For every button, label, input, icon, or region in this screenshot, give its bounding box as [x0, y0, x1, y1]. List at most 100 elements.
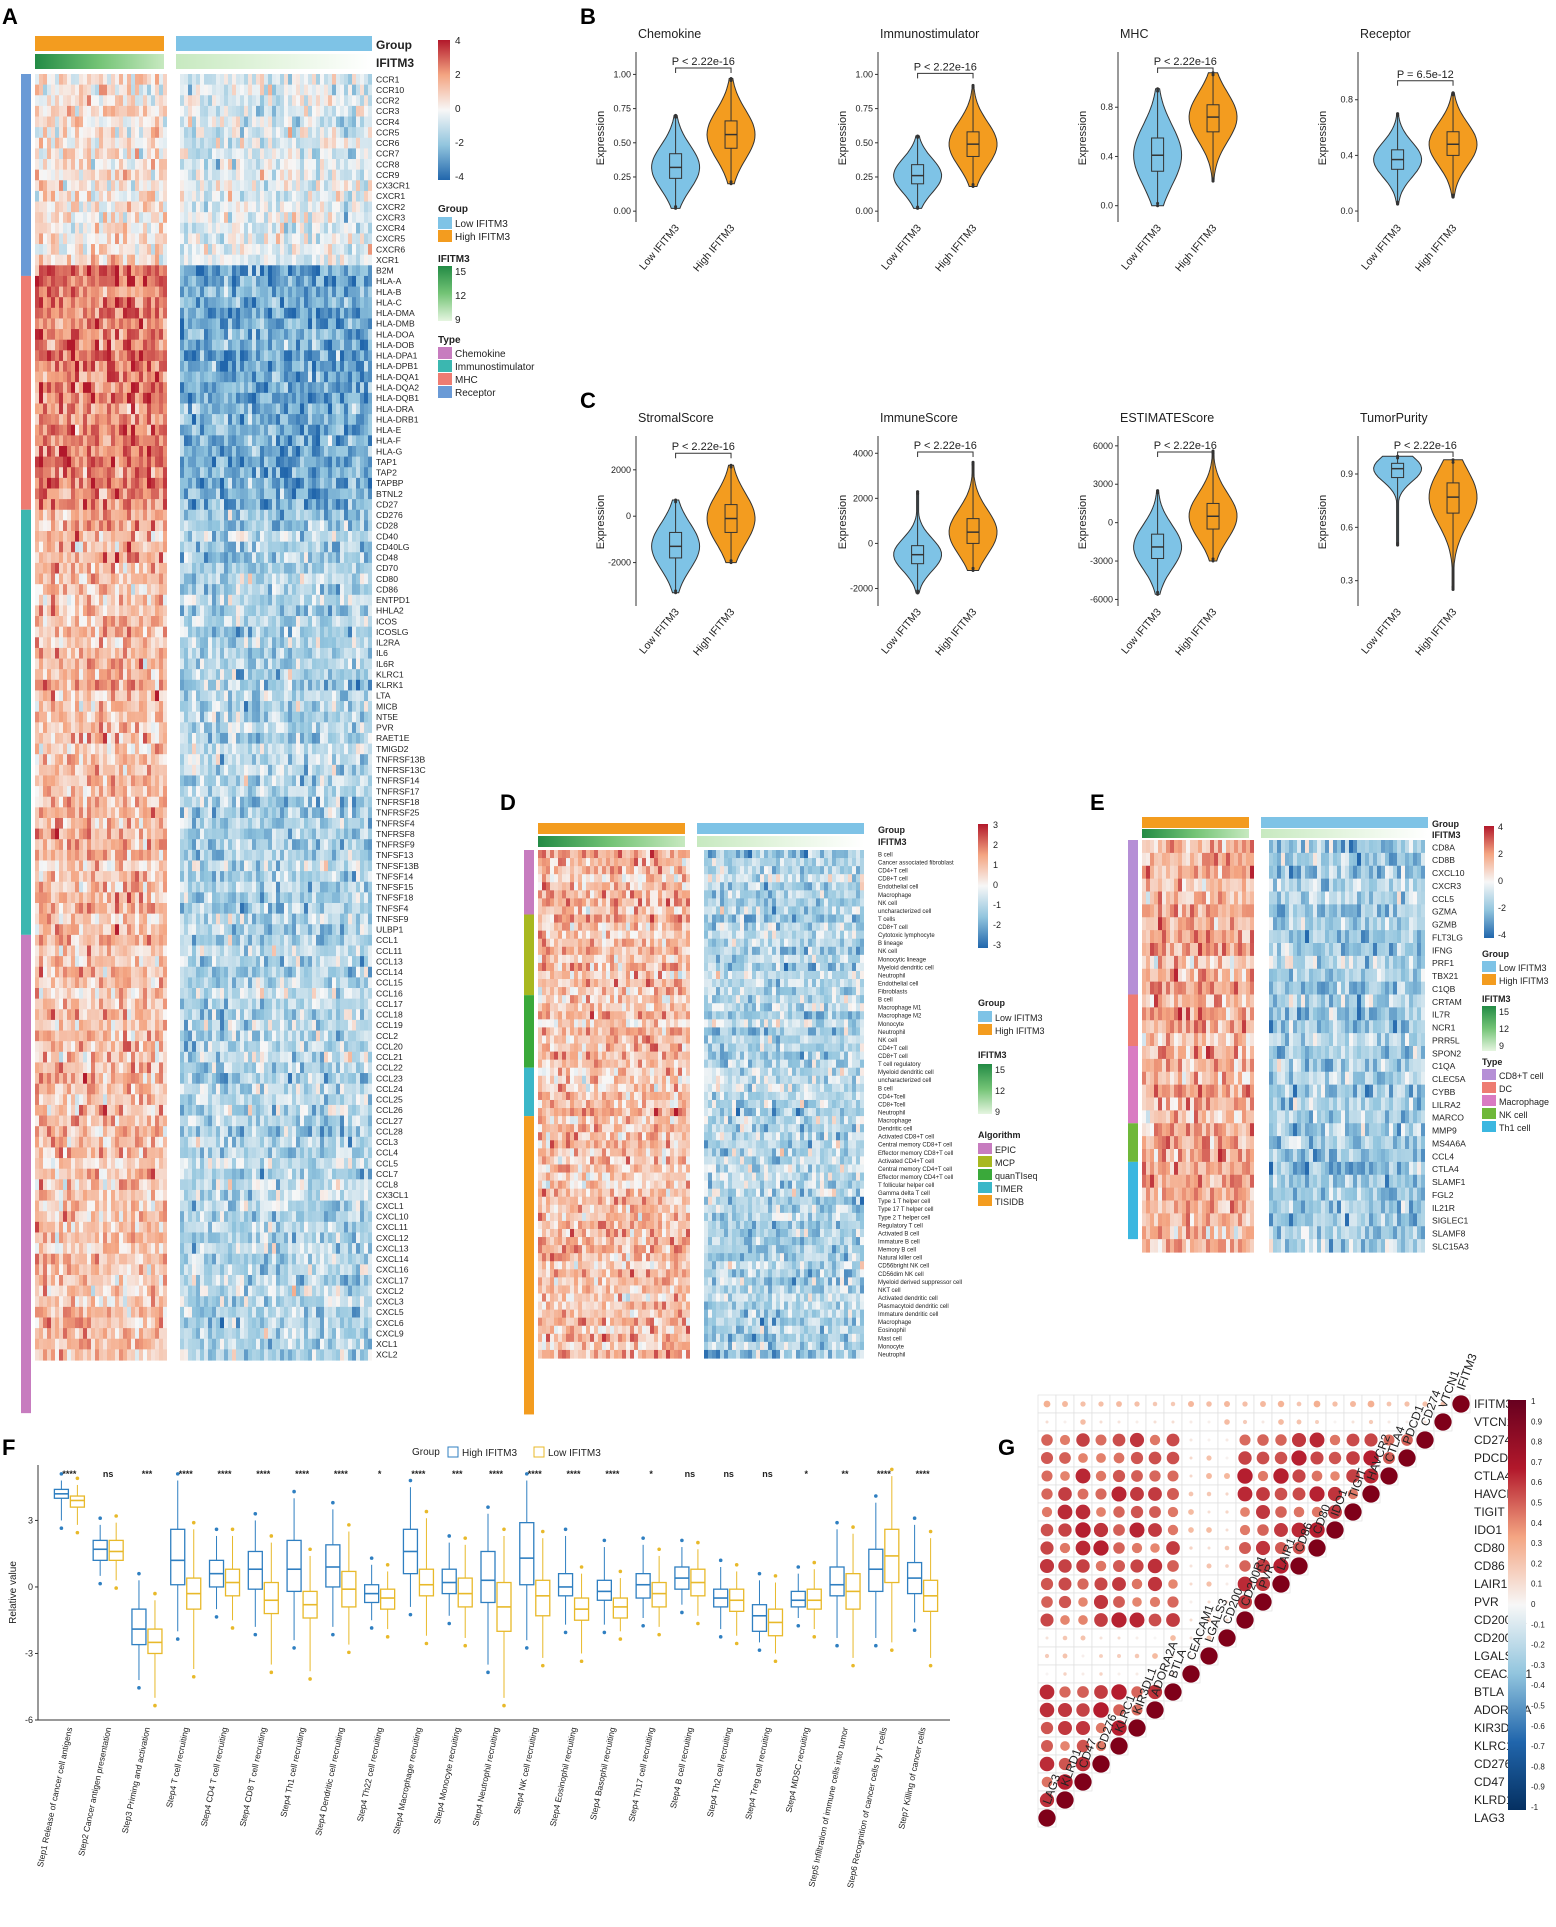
heat-cell — [91, 467, 95, 479]
heat-cell — [336, 275, 340, 288]
heat-cell — [159, 966, 163, 978]
heat-cell — [123, 180, 127, 192]
heat-cell — [39, 116, 43, 128]
heat-cell — [51, 233, 55, 245]
heat-cell — [143, 190, 147, 203]
heat-cell — [131, 254, 135, 266]
heat-cell — [280, 286, 284, 298]
heat-cell — [119, 1041, 123, 1053]
heat-cell — [111, 254, 115, 266]
heat-cell — [147, 1104, 151, 1117]
heat-cell — [99, 849, 103, 862]
heat-cell — [300, 169, 304, 181]
heat-cell — [43, 913, 47, 925]
heat-cell — [240, 201, 244, 213]
heat-cell — [143, 477, 147, 490]
heat-cell — [63, 1073, 67, 1085]
heat-cell — [119, 562, 123, 575]
heat-cell — [75, 360, 79, 373]
heat-cell — [127, 371, 131, 383]
heat-cell — [71, 616, 75, 628]
heat-cell — [139, 945, 143, 957]
heat-cell — [51, 1264, 55, 1276]
heat-cell — [252, 222, 256, 235]
heat-cell — [87, 1030, 91, 1042]
heat-cell — [67, 626, 71, 638]
heat-cell — [107, 828, 111, 840]
heat-cell — [332, 74, 336, 86]
heat-cell — [63, 222, 67, 235]
heat-cell — [320, 116, 324, 128]
heat-cell — [79, 531, 83, 543]
heat-cell — [147, 127, 151, 139]
heat-cell — [71, 350, 75, 362]
heat-cell — [276, 254, 280, 266]
heat-cell — [35, 1030, 39, 1042]
heat-cell — [135, 552, 139, 564]
heat-cell — [280, 222, 284, 235]
heat-cell — [216, 180, 220, 192]
heat-cell — [47, 1211, 51, 1223]
heat-cell — [131, 584, 135, 596]
heat-cell — [180, 84, 184, 96]
heat-cell — [115, 1253, 119, 1265]
heat-cell — [71, 531, 75, 543]
heat-cell — [328, 148, 332, 160]
heat-cell — [79, 477, 83, 490]
heat-cell — [51, 499, 55, 511]
heat-cell — [75, 435, 79, 447]
heat-cell — [220, 159, 224, 171]
heat-cell — [131, 860, 135, 872]
heat-cell — [51, 711, 55, 723]
heat-cell — [184, 159, 188, 171]
heat-cell — [216, 190, 220, 203]
heat-cell — [75, 148, 79, 160]
heat-cell — [103, 105, 107, 118]
heat-cell — [71, 711, 75, 723]
heat-cell — [127, 796, 131, 808]
heat-cell — [135, 1349, 139, 1361]
heat-cell — [95, 403, 99, 415]
heat-cell — [63, 116, 67, 128]
heat-cell — [103, 786, 107, 798]
heat-cell — [151, 786, 155, 798]
heat-cell — [155, 1147, 159, 1159]
heat-cell — [99, 1349, 103, 1361]
heat-cell — [159, 817, 163, 830]
heat-cell — [55, 860, 59, 872]
heat-cell — [159, 456, 163, 468]
heat-cell — [71, 573, 75, 585]
heat-cell — [143, 562, 147, 575]
heat-cell — [320, 275, 324, 288]
heat-cell — [123, 1030, 127, 1042]
heat-cell — [288, 233, 292, 245]
heat-cell — [151, 817, 155, 830]
heat-cell — [59, 222, 63, 235]
heat-cell — [67, 966, 71, 978]
heat-cell — [296, 244, 300, 256]
heat-cell — [103, 371, 107, 383]
heat-cell — [320, 233, 324, 245]
heat-cell — [304, 233, 308, 245]
heat-cell — [324, 116, 328, 128]
heat-cell — [304, 74, 308, 86]
heat-cell — [95, 329, 99, 341]
heat-cell — [155, 690, 159, 702]
heat-cell — [71, 509, 75, 521]
heat-cell — [288, 244, 292, 256]
heat-cell — [147, 945, 151, 957]
heat-cell — [123, 1221, 127, 1234]
heat-cell — [99, 286, 103, 298]
heat-cell — [75, 1317, 79, 1329]
heat-cell — [352, 212, 356, 224]
heat-cell — [139, 764, 143, 777]
heat-cell — [204, 233, 208, 245]
heat-cell — [356, 222, 360, 235]
heat-cell — [51, 1094, 55, 1106]
heat-cell — [115, 860, 119, 872]
heat-cell — [75, 732, 79, 745]
heat-cell — [139, 1115, 143, 1127]
heat-cell — [35, 445, 39, 458]
heat-cell — [139, 254, 143, 266]
heat-cell — [151, 233, 155, 245]
